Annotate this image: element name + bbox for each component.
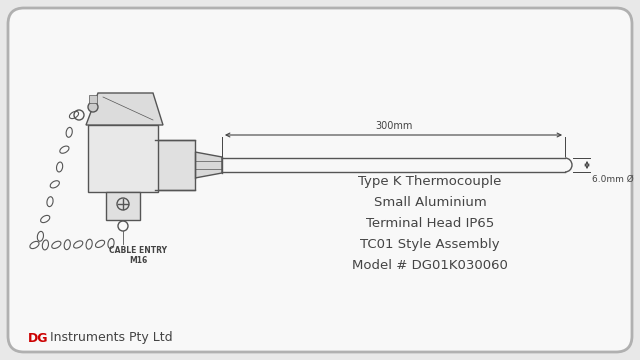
Text: Model # DG01K030060: Model # DG01K030060 <box>352 259 508 272</box>
Text: Instruments Pty Ltd: Instruments Pty Ltd <box>46 332 173 345</box>
Text: 300mm: 300mm <box>375 121 412 131</box>
Text: Type K Thermocouple: Type K Thermocouple <box>358 175 502 188</box>
Text: M16: M16 <box>129 256 147 265</box>
Bar <box>185 155 198 175</box>
Bar <box>155 140 195 190</box>
FancyBboxPatch shape <box>8 8 632 352</box>
Text: 6.0mm Ø: 6.0mm Ø <box>592 175 634 184</box>
Text: TC01 Style Assembly: TC01 Style Assembly <box>360 238 500 251</box>
Text: Terminal Head IP65: Terminal Head IP65 <box>366 217 494 230</box>
Text: DG: DG <box>28 332 49 345</box>
Polygon shape <box>195 152 222 178</box>
Bar <box>89 95 97 103</box>
Text: Small Aluminium: Small Aluminium <box>374 196 486 209</box>
Bar <box>88 125 158 192</box>
Bar <box>106 192 140 220</box>
Polygon shape <box>86 93 163 125</box>
Text: CABLE ENTRY: CABLE ENTRY <box>109 246 167 255</box>
Circle shape <box>88 102 98 112</box>
